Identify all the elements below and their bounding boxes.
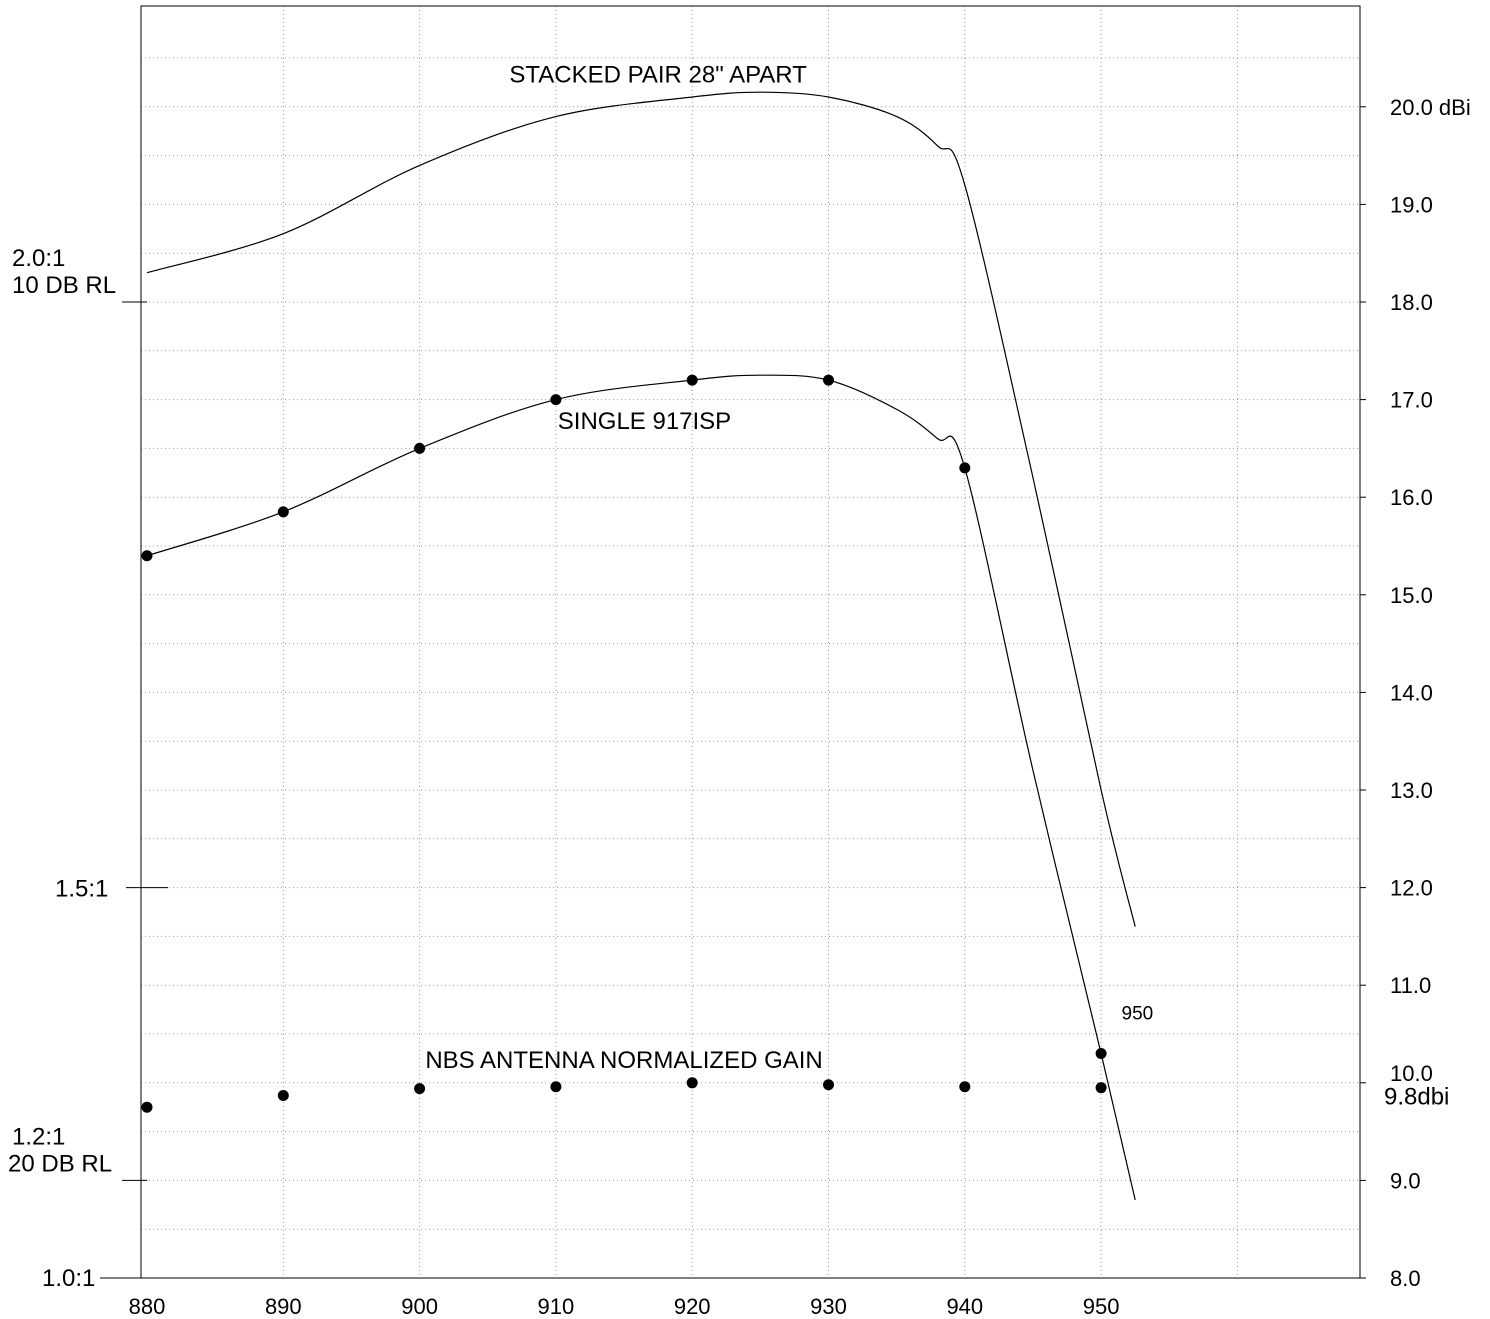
data-point-950 [1095,1048,1107,1060]
right-tick-label: 16.0 [1390,485,1433,510]
right-tick-label: 8.0 [1390,1266,1421,1291]
x-tick-label: 930 [810,1294,847,1319]
right-tick-label: 11.0 [1390,973,1431,998]
right-tick-label: 15.0 [1390,583,1433,608]
vswr-label: 1.5:1 [55,876,108,903]
right-tick-label: 10.0 [1390,1061,1433,1086]
x-tick-label: 910 [538,1294,575,1319]
right-tick-label: 18.0 [1390,290,1433,315]
data-point [823,1079,834,1091]
data-point [277,1089,289,1101]
right-axis-ticks: 8.0 9.0 10.0 11.0 12.0 13.0 14.0 15.0 16.0 17.0 18… [1360,95,1471,1291]
annotation-label: STACKED PAIR 28" APART [509,61,807,88]
right-tick-label: 17.0 [1390,388,1433,413]
right-tick-label: 19.0 [1390,192,1433,217]
x-tick-label: 920 [674,1294,711,1319]
return-loss-label: 20 DB RL [8,1150,112,1177]
data-point [141,550,153,562]
data-point [414,1083,426,1095]
annotation-label: 9.8dbi [1384,1083,1449,1110]
x-tick-label: 900 [401,1294,438,1319]
x-axis-ticks: 880 890 900 910 920 930 940 950 [129,1294,1120,1319]
right-tick-label: 9.0 [1390,1168,1421,1193]
data-point [686,1077,698,1089]
data-point [550,394,562,406]
annotation-label: SINGLE 917ISP [558,408,731,435]
data-point [686,374,698,386]
annotations: STACKED PAIR 28" APART SINGLE 917ISP NBS A… [425,61,1449,1110]
annotation-label: 950 [1122,1003,1154,1024]
grid-lines [141,6,1360,1278]
data-point [141,1101,153,1113]
left-axis-labels: 2.0:110 DB RL 1.5:1 1.2:120 DB RL 1.0:1 [8,245,168,1292]
data-point [414,442,426,454]
data-point [1095,1082,1107,1094]
right-tick-label: 12.0 [1390,876,1433,901]
x-tick-label: 890 [265,1294,302,1319]
series-group [141,91,1136,1201]
return-loss-label: 10 DB RL [12,272,116,299]
x-tick-label: 950 [1083,1294,1120,1319]
annotation-label: NBS ANTENNA NORMALIZED GAIN [425,1047,822,1074]
right-tick-label: 14.0 [1390,680,1433,705]
data-point [959,462,971,474]
right-tick-label: 13.0 [1390,778,1433,803]
plot-frame [140,5,1361,1279]
x-tick-label: 940 [946,1294,983,1319]
data-point [959,1081,971,1093]
vswr-label: 1.2:1 [12,1123,65,1150]
x-tick-label: 880 [129,1294,166,1319]
series-line-1 [146,374,1136,1201]
series-line-0 [146,91,1136,927]
data-point [277,506,289,518]
right-tick-label: 20.0 dBi [1390,95,1471,120]
vswr-label: 2.0:1 [12,245,65,272]
data-point [550,1081,562,1093]
vswr-label: 1.0:1 [42,1265,95,1292]
data-point [823,374,834,386]
